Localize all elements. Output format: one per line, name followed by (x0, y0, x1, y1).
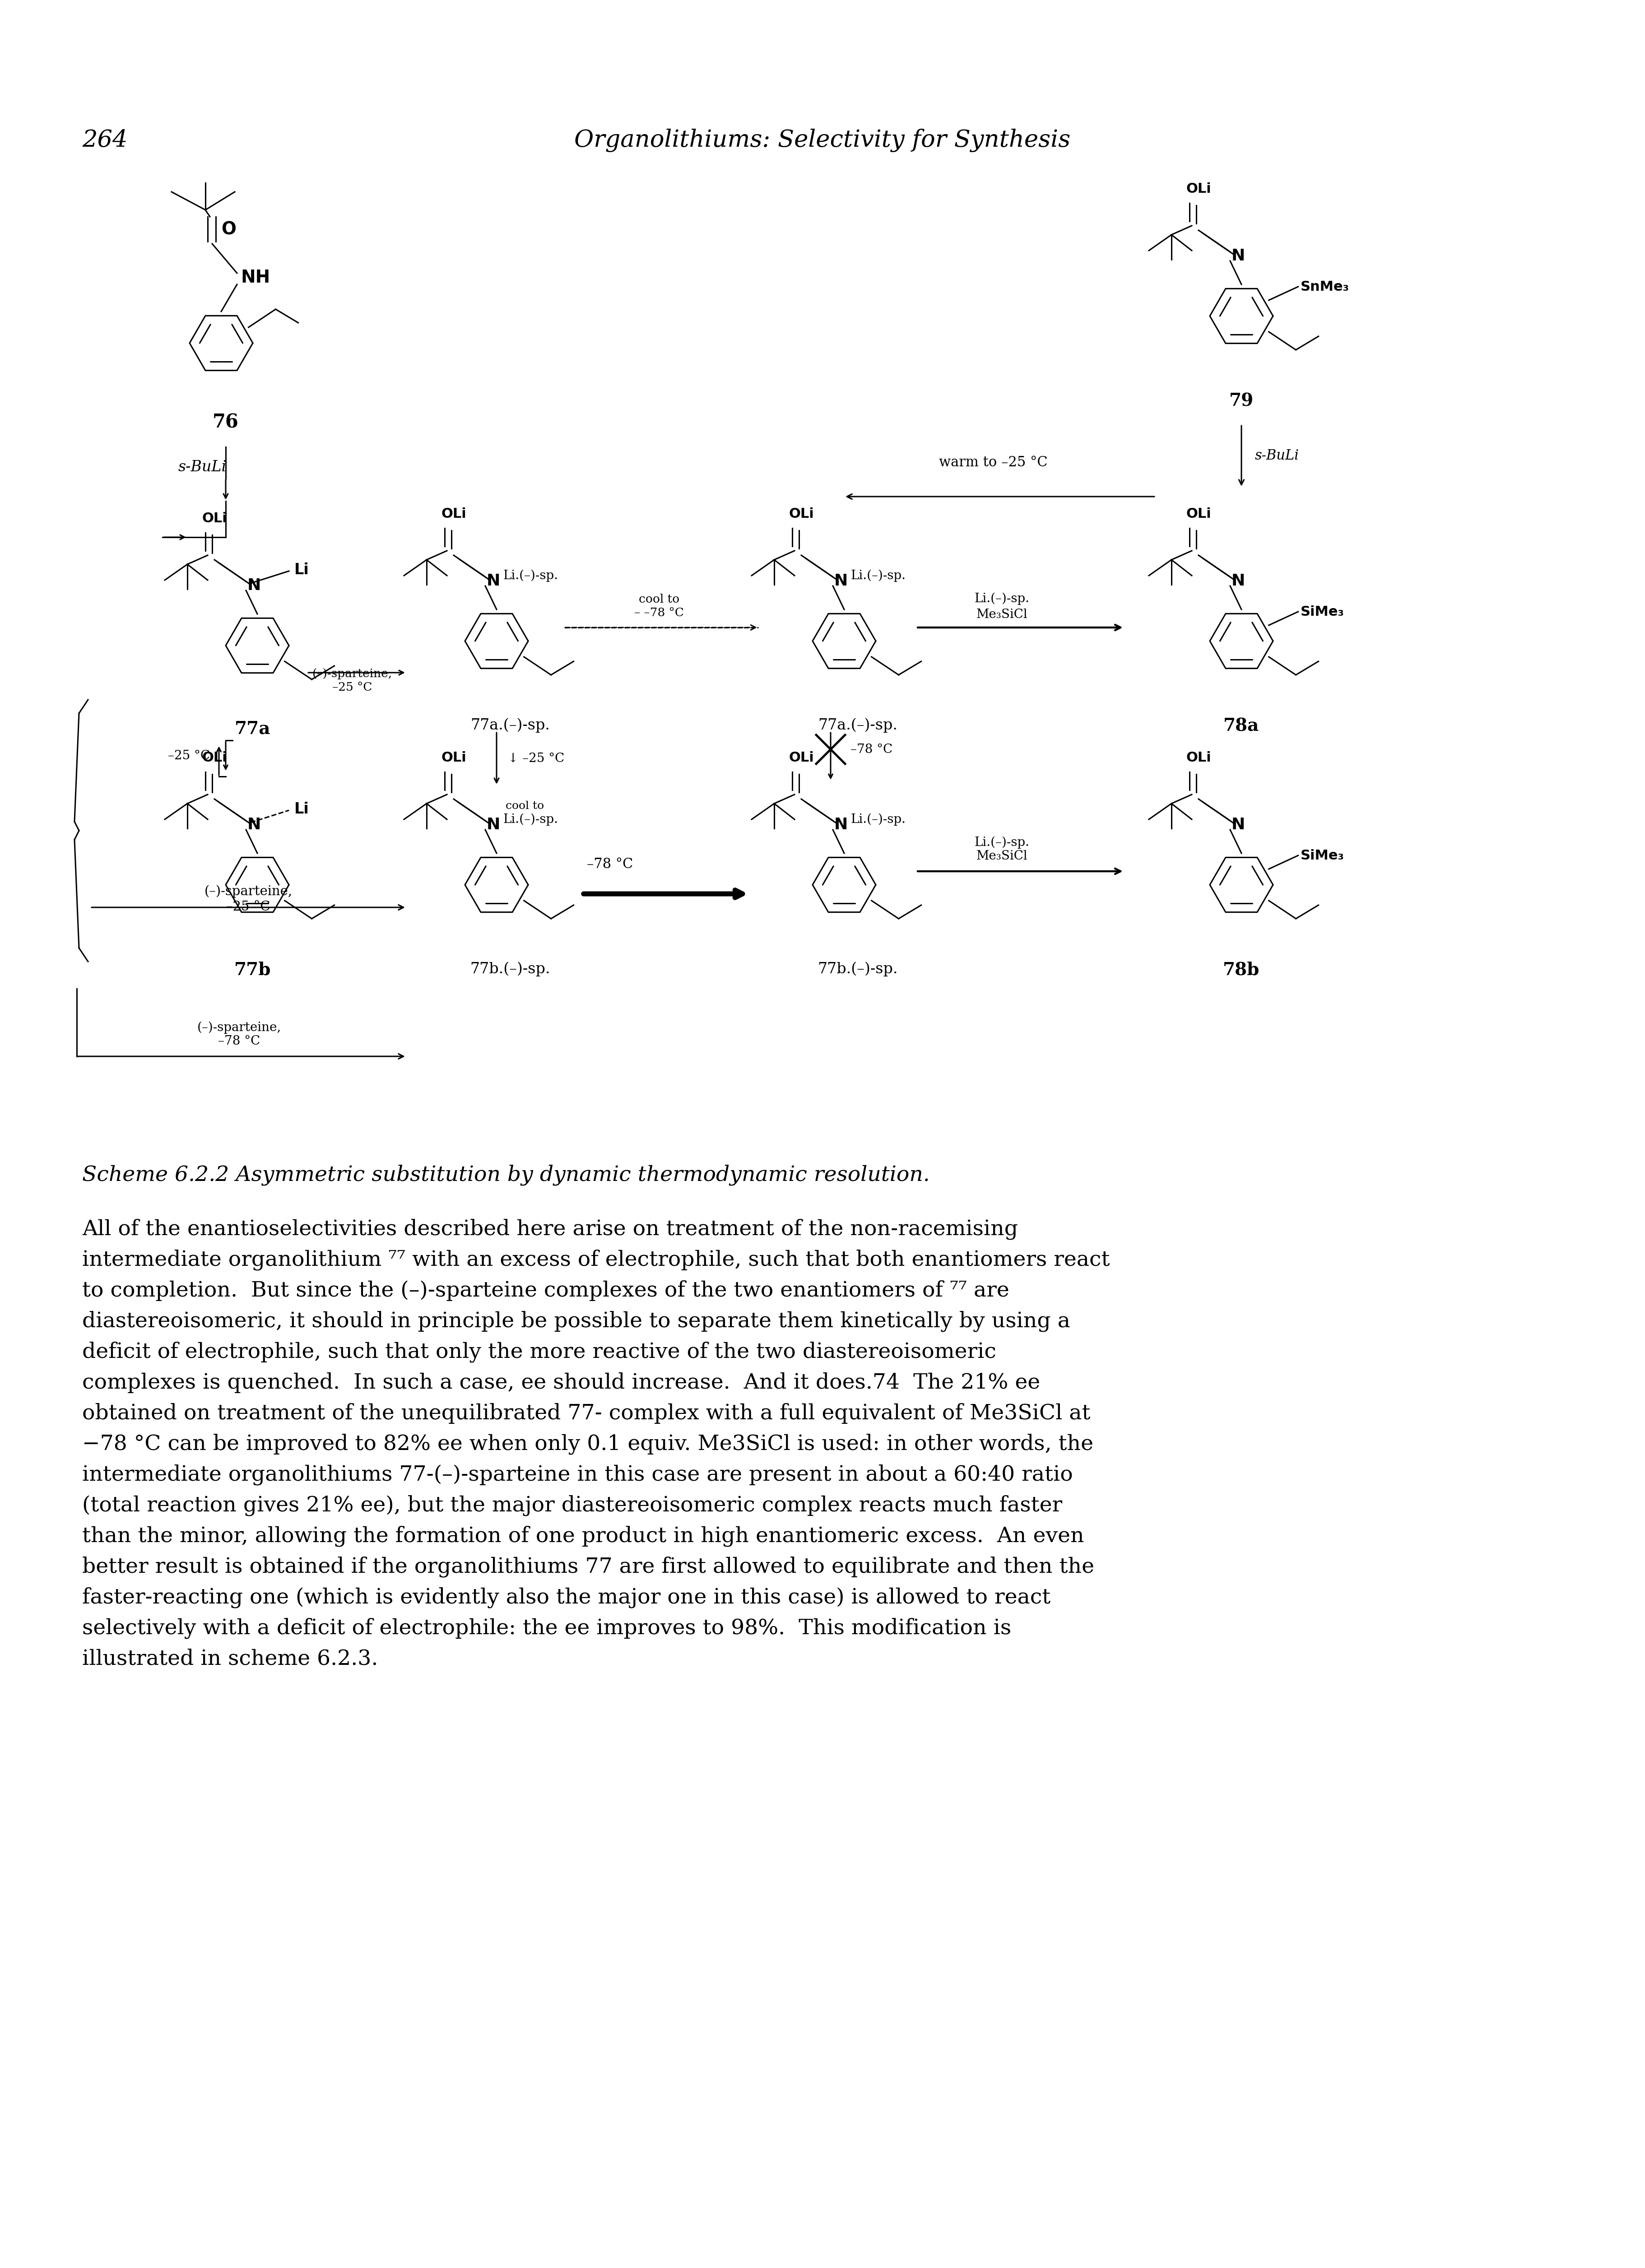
Text: OLi: OLi (1186, 751, 1211, 764)
Text: –78 °C: –78 °C (850, 744, 893, 755)
Text: faster-reacting one (which is evidently also the major one in this case) is allo: faster-reacting one (which is evidently … (82, 1588, 1051, 1608)
Text: better result is obtained if the organolithiums 77 are first allowed to equilibr: better result is obtained if the organol… (82, 1556, 1094, 1579)
Text: cool to: cool to (505, 801, 544, 812)
Text: s-BuLi: s-BuLi (1255, 449, 1300, 463)
Text: 76: 76 (212, 413, 239, 431)
Text: intermediate organolithium ⁷⁷ with an excess of electrophile, such that both ena: intermediate organolithium ⁷⁷ with an ex… (82, 1250, 1110, 1270)
Text: Li.(–)-sp.: Li.(–)-sp. (503, 569, 558, 583)
Text: –25 °C: –25 °C (227, 900, 270, 914)
Text: 78a: 78a (1224, 717, 1260, 735)
Text: OLi: OLi (1186, 181, 1211, 195)
Text: ↓ –25 °C: ↓ –25 °C (508, 753, 564, 764)
Text: warm to –25 °C: warm to –25 °C (939, 456, 1048, 469)
Text: N: N (1232, 816, 1245, 832)
Text: 264: 264 (82, 129, 128, 152)
Text: Me₃SiCl: Me₃SiCl (977, 608, 1028, 621)
Text: (–)-sparteine,: (–)-sparteine, (204, 885, 293, 898)
Text: OLi: OLi (1186, 508, 1211, 519)
Text: (–)-sparteine,: (–)-sparteine, (313, 669, 392, 680)
Text: 77a.(–)-sp.: 77a.(–)-sp. (818, 717, 898, 733)
Text: obtained on treatment of the unequilibrated 77- complex with a full equivalent o: obtained on treatment of the unequilibra… (82, 1404, 1091, 1424)
Text: 77b.(–)-sp.: 77b.(–)-sp. (470, 962, 549, 975)
Text: OLi: OLi (202, 751, 227, 764)
Text: Me₃SiCl: Me₃SiCl (977, 850, 1028, 862)
Text: 79: 79 (1229, 392, 1253, 411)
Text: All of the enantioselectivities described here arise on treatment of the non-rac: All of the enantioselectivities describe… (82, 1218, 1018, 1241)
Text: OLi: OLi (202, 513, 227, 524)
Text: selectively with a deficit of electrophile: the ee improves to 98%.  This modifi: selectively with a deficit of electrophi… (82, 1617, 1012, 1640)
Text: N: N (1232, 574, 1245, 590)
Text: Li: Li (294, 562, 309, 576)
Text: diastereoisomeric, it should in principle be possible to separate them kinetical: diastereoisomeric, it should in principl… (82, 1311, 1071, 1331)
Text: NH: NH (240, 270, 270, 286)
Text: Li.(–)-sp.: Li.(–)-sp. (850, 814, 906, 826)
Text: –25 °C: –25 °C (168, 751, 211, 762)
Text: s-BuLi: s-BuLi (178, 460, 227, 474)
Text: –25 °C: –25 °C (332, 683, 372, 694)
Text: 77b.(–)-sp.: 77b.(–)-sp. (818, 962, 898, 975)
Text: OLi: OLi (788, 508, 814, 519)
Text: (total reaction gives 21% ee), but the major diastereoisomeric complex reacts mu: (total reaction gives 21% ee), but the m… (82, 1495, 1063, 1515)
Text: illustrated in scheme 6.2.3.: illustrated in scheme 6.2.3. (82, 1649, 378, 1669)
Text: Li.(–)-sp.: Li.(–)-sp. (974, 837, 1030, 848)
Text: Organolithiums: Selectivity for Synthesis: Organolithiums: Selectivity for Synthesi… (574, 129, 1071, 152)
Text: intermediate organolithiums 77-(–)-sparteine in this case are present in about a: intermediate organolithiums 77-(–)-spart… (82, 1465, 1073, 1486)
Text: Li.(–)-sp.: Li.(–)-sp. (850, 569, 906, 583)
Text: N: N (1232, 247, 1245, 263)
Text: N: N (834, 816, 847, 832)
Text: SiMe₃: SiMe₃ (1301, 848, 1344, 862)
Text: OLi: OLi (441, 751, 466, 764)
Text: (–)-sparteine,: (–)-sparteine, (197, 1021, 281, 1034)
Text: SnMe₃: SnMe₃ (1301, 281, 1349, 293)
Text: to completion.  But since the (–)-sparteine complexes of the two enantiomers of : to completion. But since the (–)-spartei… (82, 1279, 1010, 1302)
Text: N: N (487, 574, 500, 590)
Text: N: N (834, 574, 847, 590)
Text: N: N (487, 816, 500, 832)
Text: complexes is quenched.  In such a case, ee should increase.  And it does.74  The: complexes is quenched. In such a case, e… (82, 1372, 1040, 1393)
Text: 77a.(–)-sp.: 77a.(–)-sp. (470, 717, 549, 733)
Text: 77a: 77a (235, 719, 271, 737)
Text: – –78 °C: – –78 °C (635, 608, 684, 619)
Text: Li.(–)-sp.: Li.(–)-sp. (974, 592, 1030, 606)
Text: 77b: 77b (235, 962, 271, 980)
Text: N: N (247, 578, 262, 594)
Text: Li.(–)-sp.: Li.(–)-sp. (503, 814, 558, 826)
Text: Li: Li (294, 801, 309, 816)
Text: cool to: cool to (638, 594, 679, 606)
Text: O: O (220, 220, 237, 238)
Text: SiMe₃: SiMe₃ (1301, 606, 1344, 619)
Text: OLi: OLi (441, 508, 466, 519)
Text: Scheme 6.2.2 Asymmetric substitution by dynamic thermodynamic resolution.: Scheme 6.2.2 Asymmetric substitution by … (82, 1166, 929, 1186)
Text: –78 °C: –78 °C (219, 1034, 260, 1048)
Text: 78b: 78b (1224, 962, 1260, 980)
Text: OLi: OLi (788, 751, 814, 764)
Text: N: N (247, 816, 262, 832)
Text: −78 °C can be improved to 82% ee when only 0.1 equiv. Me3SiCl is used: in other : −78 °C can be improved to 82% ee when on… (82, 1433, 1094, 1454)
Text: deficit of electrophile, such that only the more reactive of the two diastereois: deficit of electrophile, such that only … (82, 1343, 997, 1363)
Text: –78 °C: –78 °C (587, 857, 633, 871)
Text: than the minor, allowing the formation of one product in high enantiomeric exces: than the minor, allowing the formation o… (82, 1526, 1084, 1547)
